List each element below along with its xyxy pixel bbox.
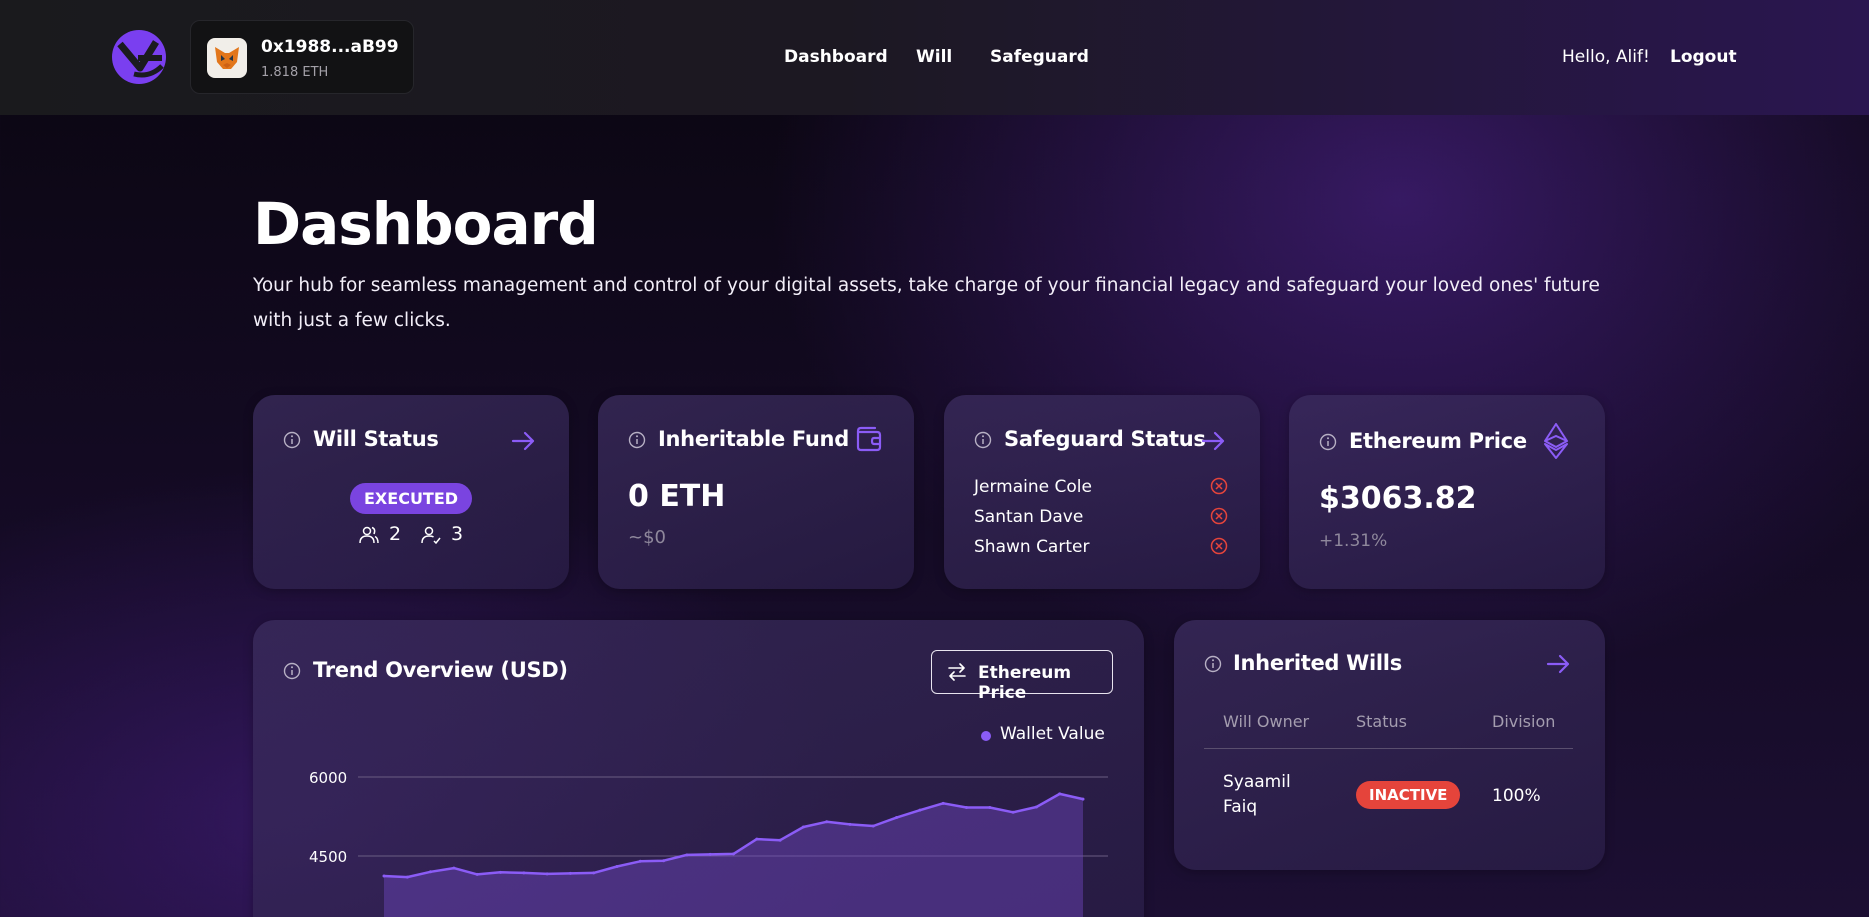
info-icon[interactable] [1204, 655, 1222, 673]
data-point[interactable] [568, 871, 572, 875]
series-area [384, 793, 1083, 917]
column-header-division: Division [1492, 712, 1556, 731]
ethereum-icon [1544, 423, 1568, 459]
guardians-count: 3 [451, 523, 464, 545]
logout-link[interactable]: Logout [1670, 47, 1737, 67]
beneficiaries-count: 2 [389, 523, 402, 545]
will-owner-first: Syaamil [1223, 772, 1291, 792]
data-point[interactable] [662, 859, 666, 863]
x-circle-icon [1210, 537, 1228, 555]
data-point[interactable] [871, 824, 875, 828]
info-icon[interactable] [283, 431, 301, 449]
data-point[interactable] [592, 871, 596, 875]
data-point[interactable] [1011, 810, 1015, 814]
legend-dot [981, 731, 991, 741]
page-title: Dashboard [253, 190, 599, 258]
data-point[interactable] [895, 816, 899, 820]
ethereum-price-card: Ethereum Price $3063.82 +1.31% [1289, 395, 1605, 589]
users-icon [359, 526, 379, 544]
eth-price: $3063.82 [1319, 481, 1477, 516]
wallet-icon[interactable] [855, 425, 883, 453]
division-value: 100% [1492, 786, 1541, 806]
status-badge: EXECUTED [350, 483, 473, 514]
trend-overview-title: Trend Overview (USD) [313, 658, 568, 682]
user-check-icon [421, 526, 441, 544]
inheritable-fund-card: Inheritable Fund 0 ETH ~$0 [598, 395, 914, 589]
trend-chart: 600045003000 [309, 769, 1108, 917]
wallet-balance: 1.818 ETH [261, 65, 329, 80]
x-circle-icon [1210, 477, 1228, 495]
safeguard-status-title: Safeguard Status [1004, 427, 1206, 451]
data-point[interactable] [755, 837, 759, 841]
data-point[interactable] [685, 853, 689, 857]
safeguard-status-card: Safeguard Status Jermaine Cole Santan Da… [944, 395, 1260, 589]
status-badge: INACTIVE [1356, 781, 1461, 809]
table-divider [1204, 748, 1573, 749]
chart-toggle-label: Ethereum Price [978, 663, 1072, 703]
data-point[interactable] [452, 866, 456, 870]
inherited-wills-title: Inherited Wills [1233, 651, 1402, 675]
guardian-name: Shawn Carter [974, 537, 1090, 557]
x-circle-icon [1210, 507, 1228, 525]
swap-icon [948, 663, 966, 681]
info-icon[interactable] [974, 431, 992, 449]
data-point[interactable] [1034, 805, 1038, 809]
legend-label: Wallet Value [1000, 724, 1105, 744]
greeting: Hello, Alif! [1562, 47, 1650, 67]
will-status-card: Will Status EXECUTED 2 3 [253, 395, 569, 589]
y-tick-label: 4500 [309, 848, 347, 866]
arrow-right-icon[interactable] [1201, 430, 1227, 452]
fund-usd: ~$0 [628, 527, 666, 548]
data-point[interactable] [615, 865, 619, 869]
info-icon[interactable] [628, 431, 646, 449]
eth-change: +1.31% [1319, 531, 1388, 551]
nav-will[interactable]: Will [916, 47, 953, 67]
data-point[interactable] [475, 872, 479, 876]
data-point[interactable] [499, 870, 502, 874]
info-icon[interactable] [283, 662, 301, 680]
inheritable-fund-title: Inheritable Fund [658, 427, 849, 451]
info-icon[interactable] [1319, 433, 1337, 451]
ethereum-price-title: Ethereum Price [1349, 429, 1527, 453]
wallet-address: 0x1988...aB99 [261, 37, 399, 57]
will-status-title: Will Status [313, 427, 439, 451]
data-point[interactable] [545, 872, 549, 876]
arrow-right-icon[interactable] [511, 430, 537, 452]
data-point[interactable] [1081, 797, 1085, 801]
guardian-name: Jermaine Cole [974, 477, 1092, 497]
nav-dashboard[interactable]: Dashboard [784, 47, 888, 67]
nav-safeguard[interactable]: Safeguard [990, 47, 1089, 67]
data-point[interactable] [918, 808, 922, 812]
data-point[interactable] [1058, 792, 1062, 796]
wallet-chip[interactable]: 0x1988...aB99 1.818 ETH [190, 20, 414, 94]
app-logo-icon[interactable] [110, 28, 168, 86]
arrow-right-icon[interactable] [1546, 653, 1572, 675]
fund-amount: 0 ETH [628, 479, 726, 514]
data-point[interactable] [382, 874, 386, 878]
column-header-owner: Will Owner [1223, 712, 1310, 731]
data-point[interactable] [405, 875, 409, 879]
data-point[interactable] [988, 806, 992, 810]
data-point[interactable] [638, 859, 642, 863]
data-point[interactable] [801, 825, 805, 829]
metamask-fox-icon [207, 38, 247, 78]
data-point[interactable] [778, 838, 782, 842]
page-subtitle: Your hub for seamless management and con… [253, 275, 1600, 331]
data-point[interactable] [965, 806, 968, 810]
data-point[interactable] [429, 870, 433, 874]
inherited-wills-card: Inherited Wills Will Owner Status Divisi… [1174, 620, 1605, 870]
data-point[interactable] [941, 801, 945, 805]
data-point[interactable] [708, 852, 712, 856]
trend-overview-card: Trend Overview (USD) Ethereum Price Wall… [253, 620, 1144, 917]
data-point[interactable] [825, 820, 829, 824]
chart-toggle-button[interactable]: Ethereum Price [931, 650, 1113, 703]
top-header: 0x1988...aB99 1.818 ETH Dashboard Will S… [0, 0, 1869, 115]
data-point[interactable] [732, 852, 735, 856]
guardian-name: Santan Dave [974, 507, 1084, 527]
y-tick-label: 6000 [309, 769, 347, 787]
column-header-status: Status [1356, 712, 1407, 731]
will-owner-last: Faiq [1223, 797, 1258, 817]
data-point[interactable] [522, 871, 526, 875]
data-point[interactable] [848, 822, 852, 826]
